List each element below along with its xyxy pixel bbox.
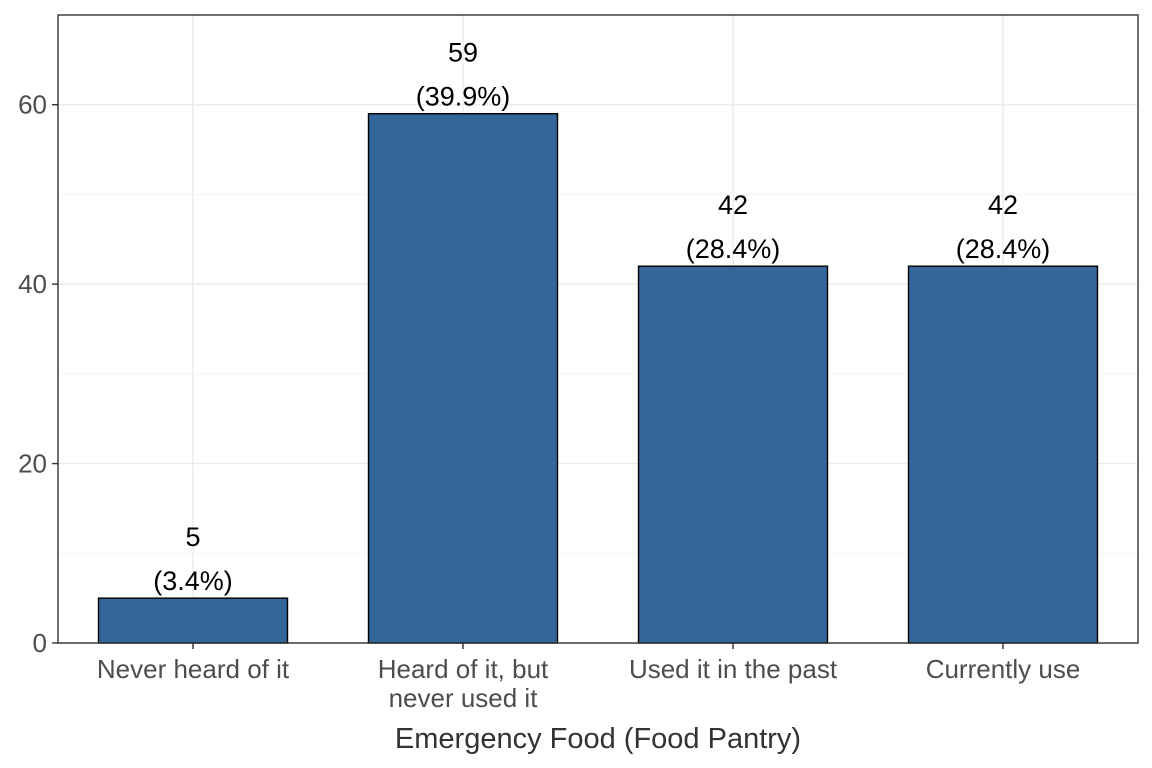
- bar-percent-label: (3.4%): [153, 566, 233, 596]
- x-tick-label-line: Heard of it, but: [378, 654, 549, 684]
- bar: [637, 265, 829, 644]
- bar-percent-label: (28.4%): [956, 234, 1051, 264]
- bar: [97, 597, 289, 644]
- bar: [907, 265, 1099, 644]
- y-tick-label: 0: [33, 628, 47, 658]
- data-labels: 5 (3.4%) 59 (39.9%) 42 (28.4%) 42 (28.4%): [153, 38, 1050, 596]
- x-tick-label-line: Used it in the past: [629, 654, 838, 684]
- x-tick-label: Used it in the past: [629, 654, 838, 684]
- bar-value-label: 42: [718, 190, 748, 220]
- bar-percent-label: (39.9%): [416, 82, 511, 112]
- bar: [367, 112, 559, 644]
- x-axis-title: Emergency Food (Food Pantry): [395, 723, 801, 755]
- x-tick-label-line: Currently use: [926, 654, 1081, 684]
- bar-value-label: 5: [185, 522, 200, 552]
- x-tick-label-line: never used it: [389, 683, 539, 713]
- y-tick-label: 20: [18, 449, 47, 479]
- bar-value-label: 42: [988, 190, 1018, 220]
- panel-border: [57, 14, 1139, 644]
- y-tick-label: 60: [18, 90, 47, 120]
- bars: [97, 112, 1099, 644]
- x-tick-label-line: Never heard of it: [97, 654, 290, 684]
- x-tick-label: Currently use: [926, 654, 1081, 684]
- bar-value-label: 59: [448, 38, 478, 68]
- x-tick-label: Never heard of it: [97, 654, 290, 684]
- x-tick-label: Heard of it, but never used it: [378, 654, 549, 713]
- axes: Never heard of it Heard of it, but never u…: [18, 90, 1080, 713]
- bar-percent-label: (28.4%): [686, 234, 781, 264]
- y-tick-label: 40: [18, 269, 47, 299]
